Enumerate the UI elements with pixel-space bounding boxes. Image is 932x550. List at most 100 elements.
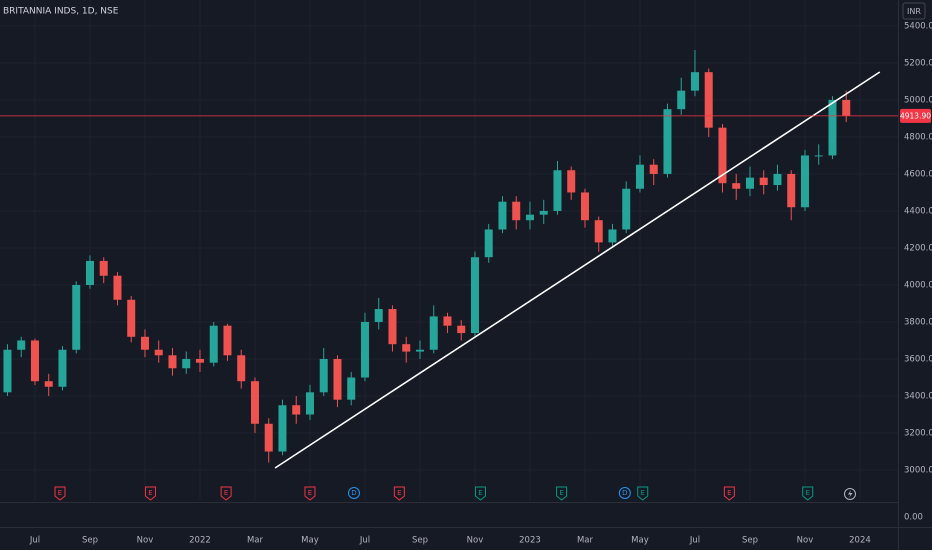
event-marker[interactable]: D xyxy=(347,487,360,499)
y-tick-label: 3600.00 xyxy=(904,354,932,364)
event-marker-label[interactable]: E xyxy=(478,489,482,497)
y-tick-label: 3400.00 xyxy=(904,392,932,402)
candle-body xyxy=(402,344,411,352)
event-marker[interactable]: E xyxy=(393,486,405,501)
event-marker[interactable]: D xyxy=(618,487,631,499)
event-marker-label[interactable]: E xyxy=(806,489,810,497)
event-marker-shape[interactable] xyxy=(54,486,66,501)
event-marker-label[interactable]: E xyxy=(148,489,152,497)
candle-body xyxy=(443,316,452,326)
x-tick-label: Nov xyxy=(467,536,484,546)
event-marker-shape[interactable] xyxy=(723,486,735,501)
event-marker-label[interactable]: D xyxy=(351,489,356,497)
event-marker[interactable]: E xyxy=(637,486,649,501)
event-marker-shape[interactable] xyxy=(220,486,232,501)
y-tick-label: 4200.00 xyxy=(904,243,932,253)
x-tick-label: Nov xyxy=(137,536,154,546)
event-icon[interactable] xyxy=(844,488,856,500)
event-marker-shape[interactable] xyxy=(618,487,631,499)
event-marker-label[interactable]: E xyxy=(641,489,645,497)
event-marker[interactable]: E xyxy=(723,486,735,501)
event-marker[interactable]: E xyxy=(144,486,156,501)
event-marker-label[interactable]: E xyxy=(397,489,401,497)
event-marker[interactable]: E xyxy=(220,486,232,501)
x-tick-label: 2023 xyxy=(519,536,541,546)
candle-body xyxy=(333,358,342,400)
x-tick-label: May xyxy=(631,536,649,546)
candle-body xyxy=(388,309,397,345)
y-tick-label: 5400.00 xyxy=(904,21,932,31)
trendline xyxy=(274,71,881,469)
candle-body xyxy=(305,392,314,415)
event-marker-label[interactable]: E xyxy=(224,489,228,497)
candle-body xyxy=(154,349,163,356)
last-price-badge xyxy=(900,108,931,123)
y-tick-label: 5000.00 xyxy=(904,95,932,105)
candle-body xyxy=(567,170,576,193)
candle-body xyxy=(732,183,741,189)
x-tick-label: Mar xyxy=(577,536,594,546)
last-price-label: 4913.90 xyxy=(900,111,931,120)
candle-body xyxy=(237,355,246,382)
event-marker[interactable]: E xyxy=(556,486,568,501)
candle-body xyxy=(787,173,796,208)
event-marker-shape[interactable] xyxy=(556,486,568,501)
candle-body xyxy=(85,260,94,285)
event-marker-shape[interactable] xyxy=(474,486,486,501)
event-marker-label[interactable]: E xyxy=(559,489,563,497)
event-marker-shape[interactable] xyxy=(393,486,405,501)
y-tick-label: 3800.00 xyxy=(904,317,932,327)
candle-body xyxy=(690,72,699,91)
candle-body xyxy=(58,349,67,387)
x-tick-label: 2022 xyxy=(189,536,211,546)
candle-body xyxy=(622,188,631,230)
grid xyxy=(0,0,898,500)
event-marker[interactable]: E xyxy=(474,486,486,501)
y-tick-label: 3000.00 xyxy=(904,466,932,476)
x-tick-label: Sep xyxy=(742,536,758,546)
x-tick-label: May xyxy=(301,536,319,546)
candle-body xyxy=(347,377,356,400)
y-tick-label: 5200.00 xyxy=(904,58,932,68)
candle-body xyxy=(539,210,548,215)
candle-body xyxy=(553,170,562,211)
x-tick-label: Jul xyxy=(689,536,700,546)
event-marker-shape[interactable] xyxy=(144,486,156,501)
event-marker[interactable]: E xyxy=(54,486,66,501)
currency-box[interactable] xyxy=(902,2,926,20)
event-marker-label[interactable]: E xyxy=(58,489,62,497)
x-tick-label: Jul xyxy=(29,536,40,546)
event-marker-shape[interactable] xyxy=(637,486,649,501)
event-icon-circle[interactable] xyxy=(844,488,856,500)
event-marker-shape[interactable] xyxy=(802,486,814,501)
candle-body xyxy=(649,164,658,174)
candle-body xyxy=(594,220,603,243)
event-marker-shape[interactable] xyxy=(304,486,316,501)
candle-body xyxy=(113,275,122,300)
event-marker-shape[interactable] xyxy=(347,487,360,499)
event-marker-label[interactable]: E xyxy=(727,489,731,497)
candle-body xyxy=(677,90,686,110)
candle-body xyxy=(3,349,12,393)
y-tick-label: 4400.00 xyxy=(904,206,932,216)
event-marker-label[interactable]: E xyxy=(308,489,312,497)
candle-body xyxy=(292,405,301,415)
currency[interactable]: INR xyxy=(907,7,921,16)
candle-body xyxy=(209,325,218,363)
y-tick-label: 3200.00 xyxy=(904,429,932,439)
candle-body xyxy=(484,229,493,258)
event-marker[interactable]: E xyxy=(304,486,316,501)
candle-body xyxy=(44,381,53,387)
plot xyxy=(0,49,898,469)
y-tick-label: 4000.00 xyxy=(904,280,932,290)
candle-body xyxy=(635,164,644,189)
event-icon-bolt[interactable] xyxy=(848,490,853,498)
event-marker-label[interactable]: D xyxy=(622,489,627,497)
event-marker[interactable]: E xyxy=(802,486,814,501)
x-tick-label: Sep xyxy=(412,536,428,546)
candle-body xyxy=(195,358,204,363)
candle-body xyxy=(250,381,259,424)
candle-body xyxy=(360,321,369,378)
y-tick-label: 4800.00 xyxy=(904,132,932,142)
candle-body xyxy=(470,257,479,334)
